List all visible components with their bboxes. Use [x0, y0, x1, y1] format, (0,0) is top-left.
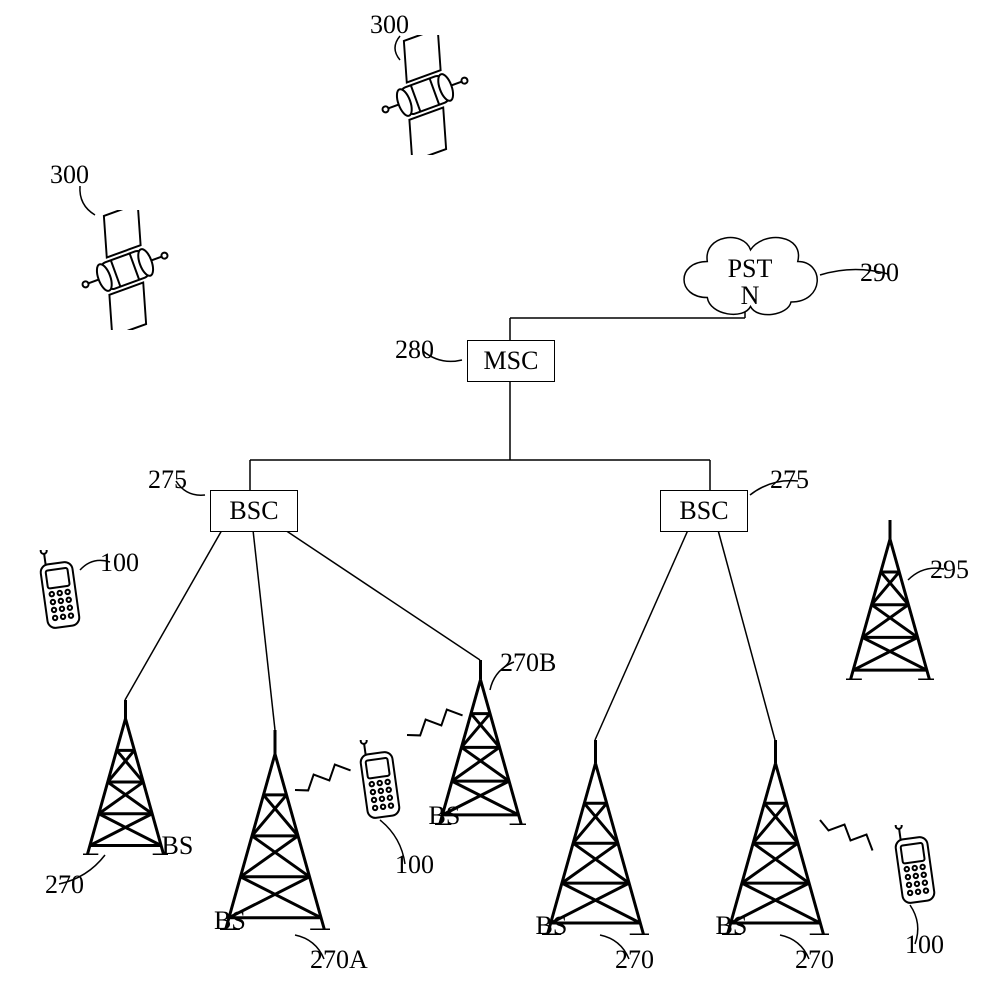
- ref-label: 300: [50, 160, 89, 190]
- msc-label: MSC: [484, 346, 539, 376]
- tower-icon: [220, 730, 330, 935]
- ref-label: 270B: [500, 648, 556, 678]
- ref-label: 100: [905, 930, 944, 960]
- ref-label: 275: [770, 465, 809, 495]
- ref-label: 100: [395, 850, 434, 880]
- pstn-label: PSTN: [683, 255, 818, 310]
- ref-label: 100: [100, 548, 139, 578]
- satellite-icon: [40, 210, 210, 335]
- bs-label: BS: [536, 911, 568, 941]
- tower-icon: [542, 740, 649, 940]
- bs-label: BS: [429, 801, 461, 831]
- bsc-left-box: BSC: [210, 490, 298, 532]
- ref-label: 270: [795, 945, 834, 975]
- diagram-canvas: MSC BSC BSC PSTN 300300 100100100 BS270B…: [0, 0, 981, 1000]
- bsc-right-box: BSC: [660, 490, 748, 532]
- satellite-icon: [340, 35, 510, 160]
- bs-label: BS: [716, 911, 748, 941]
- bs-label: BS: [214, 906, 246, 936]
- ref-label: 270: [45, 870, 84, 900]
- tower-icon: [722, 740, 829, 940]
- phone-icon: [355, 740, 405, 830]
- ref-label: 270: [615, 945, 654, 975]
- phone-icon: [35, 550, 85, 640]
- ref-label: 275: [148, 465, 187, 495]
- tower-icon: [83, 700, 168, 860]
- bsc-left-label: BSC: [229, 496, 278, 526]
- tower-icon: [846, 520, 934, 685]
- ref-label: 270A: [310, 945, 368, 975]
- ref-label: 295: [930, 555, 969, 585]
- msc-box: MSC: [467, 340, 555, 382]
- ref-label: 290: [860, 258, 899, 288]
- ref-label: 300: [370, 10, 409, 40]
- bs-label: BS: [162, 831, 194, 861]
- ref-label: 280: [395, 335, 434, 365]
- pstn-cloud: PSTN: [683, 230, 818, 320]
- bsc-right-label: BSC: [679, 496, 728, 526]
- phone-icon: [890, 825, 940, 915]
